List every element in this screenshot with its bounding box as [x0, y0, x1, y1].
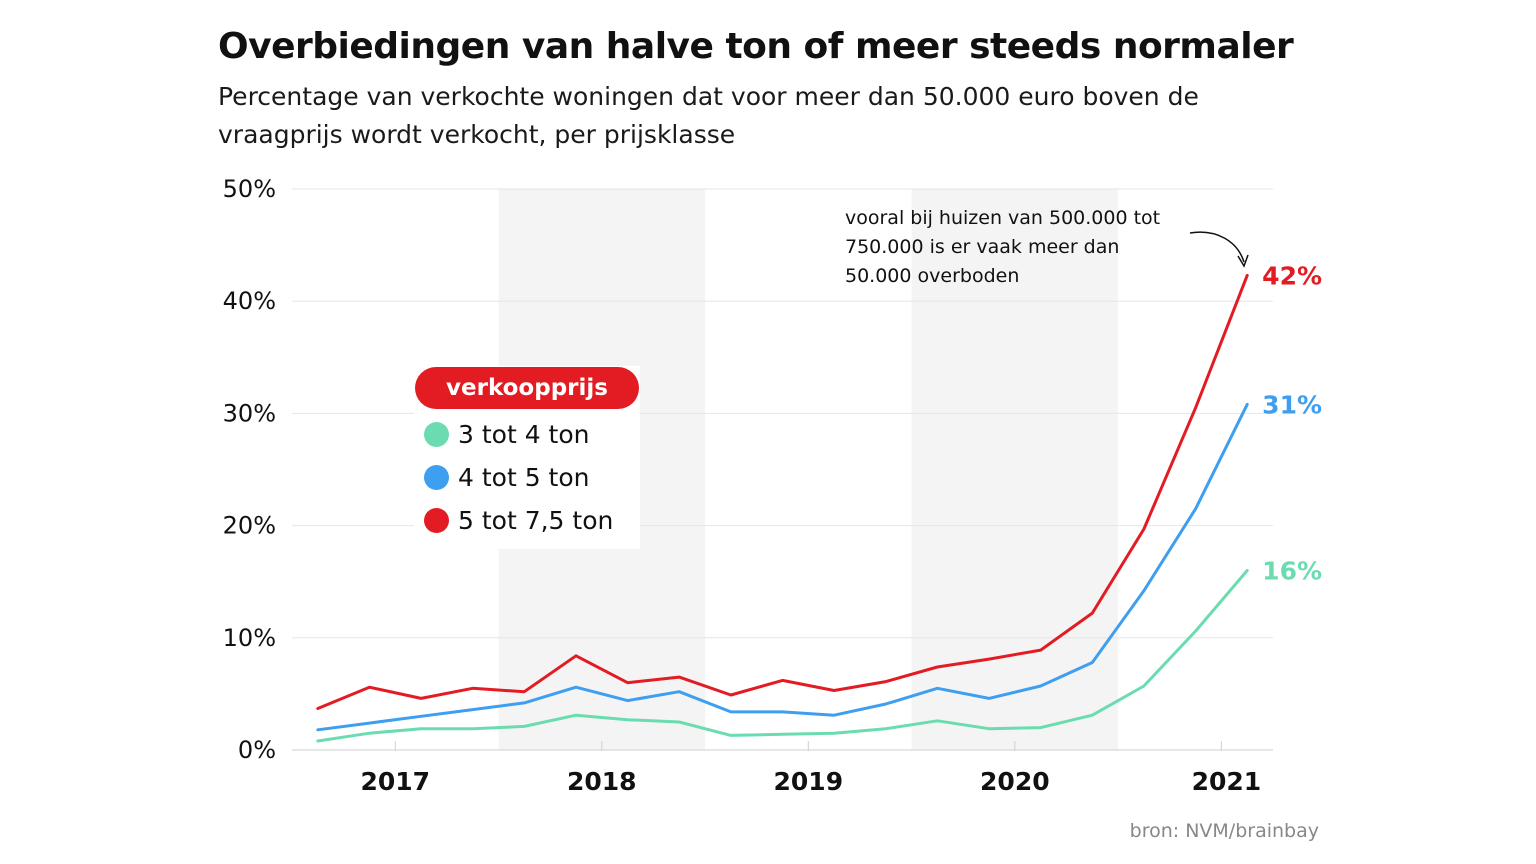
y-tick-label: 10%: [223, 624, 276, 652]
legend-dot-blue: [424, 464, 449, 490]
series-line-4-tot-5-ton: [316, 402, 1249, 732]
chart-subtitle: Percentage van verkochte woningen dat vo…: [218, 82, 1199, 149]
legend-item-5-7-5-ton: 5 tot 7,5 ton: [424, 500, 613, 540]
y-tick-label: 30%: [223, 399, 276, 427]
legend: verkoopprijs 3 tot 4 ton 4 tot 5 ton 5 t…: [414, 366, 640, 549]
x-tick-label: 2018: [567, 767, 637, 796]
annotation-line-2: 750.000 is er vaak meer dan: [845, 236, 1119, 258]
end-value-label: 42%: [1262, 261, 1322, 290]
legend-dot-red: [424, 507, 449, 533]
series-lines: [316, 273, 1249, 743]
annotation: vooral bij huizen van 500.000 tot 750.00…: [845, 207, 1249, 287]
legend-dot-green: [424, 421, 449, 447]
shaded-band-2: [911, 189, 1119, 750]
x-tick-label: 2019: [774, 767, 844, 796]
end-labels: 16% 31% 42%: [1262, 261, 1322, 585]
end-value-label: 16%: [1262, 556, 1322, 585]
y-tick-label: 50%: [223, 175, 276, 203]
y-tick-label: 20%: [223, 512, 276, 540]
annotation-line-3: 50.000 overboden: [845, 265, 1019, 287]
annotation-line-1: vooral bij huizen van 500.000 tot: [845, 207, 1160, 229]
legend-item-3-4-ton: 3 tot 4 ton: [424, 414, 590, 454]
end-value-label: 31%: [1262, 390, 1322, 419]
legend-label: 4 tot 5 ton: [458, 462, 590, 492]
x-tick-label: 2020: [980, 767, 1050, 796]
legend-header: verkoopprijs: [415, 367, 639, 409]
legend-item-4-5-ton: 4 tot 5 ton: [424, 457, 590, 497]
series-line-5-tot-7-5-ton: [316, 273, 1249, 710]
legend-label: 5 tot 7,5 ton: [458, 505, 614, 535]
y-tick-label: 40%: [223, 287, 276, 315]
annotation-arrow: [1189, 231, 1245, 263]
chart-title: Overbiedingen van halve ton of meer stee…: [218, 26, 1294, 67]
shaded-year-bands: [498, 189, 1119, 750]
legend-label: 3 tot 4 ton: [458, 419, 590, 449]
x-tick-label: 2017: [360, 767, 430, 796]
annotation-arrowhead: [1237, 254, 1249, 268]
y-axis: 0% 10% 20% 30% 40% 50%: [223, 175, 276, 764]
x-axis: 2017 2018 2019 2020 2021: [292, 741, 1273, 796]
source-note: bron: NVM/brainbay: [1129, 820, 1319, 842]
x-tick-label: 2021: [1192, 767, 1262, 796]
y-tick-label: 0%: [238, 736, 276, 764]
series-line-3-tot-4-ton: [316, 569, 1249, 743]
